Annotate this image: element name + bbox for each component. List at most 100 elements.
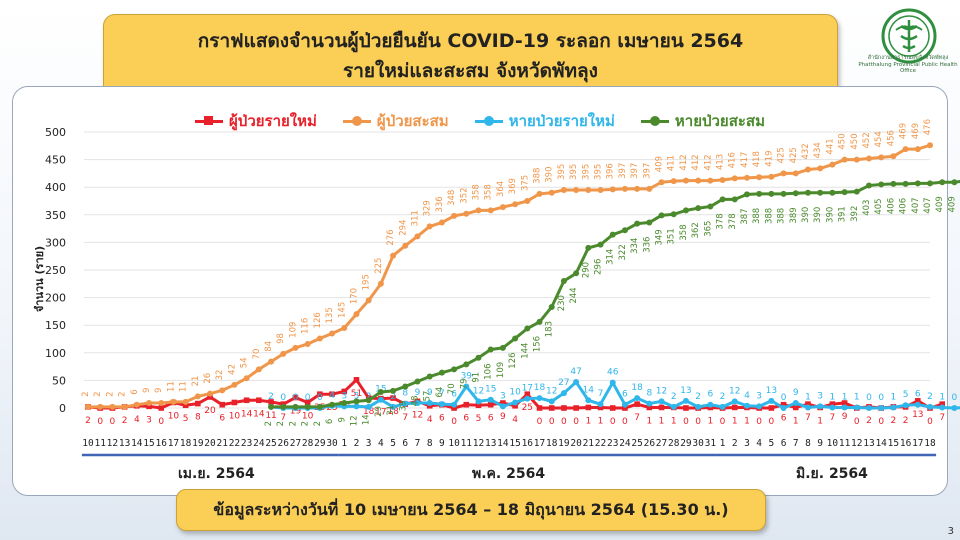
- x-tick-label: 3: [366, 438, 372, 449]
- legend-new-cases-label: ผู้ป่วยรายใหม่: [229, 112, 317, 130]
- cumulative_recovered-point: [634, 220, 641, 227]
- cumulative_cases-data-label: 396: [606, 163, 616, 179]
- cumulative_cases-data-label: 358: [484, 184, 494, 200]
- cumulative_recovered-data-label: 12: [349, 415, 359, 426]
- cumulative_cases-point: [97, 403, 104, 410]
- new_cases-point: [829, 401, 836, 407]
- new_recovered-point: [682, 397, 689, 404]
- new_cases-point: [500, 400, 506, 406]
- x-tick-label: 18: [180, 438, 192, 449]
- new_recovered-data-label: 3: [500, 391, 506, 401]
- cumulative_recovered-data-label: 358: [679, 224, 689, 240]
- new_recovered-data-label: 8: [646, 389, 652, 399]
- new_recovered-point: [560, 390, 567, 397]
- new_recovered-data-label: 9: [427, 388, 433, 398]
- cumulative_cases-point: [658, 179, 665, 186]
- new_cases-data-label: 1: [659, 416, 665, 426]
- cumulative_cases-data-label: 419: [764, 150, 774, 166]
- cumulative_recovered-data-label: 322: [618, 244, 628, 260]
- cumulative_recovered-point: [353, 398, 360, 405]
- cumulative_recovered-data-label: 64: [435, 387, 445, 398]
- new_recovered-data-label: 3: [756, 391, 762, 401]
- cumulative_cases-data-label: 70: [252, 349, 262, 360]
- cumulative_recovered-point: [499, 344, 506, 351]
- cumulative_cases-data-label: 432: [801, 143, 811, 159]
- cumulative_recovered-data-label: 378: [728, 213, 738, 229]
- cumulative_cases-point: [121, 403, 128, 410]
- new_cases-point: [158, 405, 165, 411]
- cumulative_cases-data-label: 135: [325, 307, 335, 323]
- cumulative_recovered-data-label: 106: [484, 363, 494, 379]
- x-tick-label: 13: [485, 438, 496, 449]
- x-tick-label: 11: [839, 438, 851, 449]
- new_cases-point: [792, 404, 799, 411]
- new_recovered-data-label: 2: [268, 392, 274, 402]
- cumulative_recovered-data-label: 31: [386, 405, 396, 416]
- x-tick-label: 11: [94, 438, 106, 449]
- new_cases-point: [329, 391, 335, 397]
- new_cases-point: [561, 405, 567, 411]
- cumulative_cases-data-label: 409: [655, 156, 665, 172]
- new_recovered-data-label: 0: [293, 393, 299, 403]
- cumulative_cases-point: [109, 403, 116, 410]
- new_cases-data-label: 0: [451, 417, 457, 427]
- new_cases-data-label: 10: [168, 411, 180, 421]
- new_recovered-data-label: 2: [720, 392, 726, 402]
- cumulative_recovered-data-label: 156: [533, 336, 543, 352]
- cumulative_cases-point: [231, 381, 238, 388]
- cumulative_cases-data-label: 116: [301, 318, 311, 334]
- x-tick-label: 2: [732, 438, 738, 449]
- cumulative_cases-point: [621, 185, 628, 192]
- cumulative_recovered-point: [316, 403, 323, 410]
- moph-logo-icon: [881, 8, 937, 64]
- new_recovered-point: [414, 400, 421, 407]
- new_recovered-data-label: 12: [546, 386, 557, 396]
- new_recovered-data-label: 39: [461, 371, 473, 381]
- new_recovered-data-label: 7: [598, 389, 604, 399]
- cumulative_recovered-data-label: 390: [801, 207, 811, 223]
- cumulative_recovered-point: [731, 196, 738, 203]
- cumulative_cases-data-label: 397: [618, 163, 628, 179]
- new_recovered-point: [353, 403, 360, 410]
- new_cases-point: [524, 391, 531, 397]
- cumulative_cases-data-label: 395: [569, 164, 579, 180]
- cumulative_recovered-point: [804, 189, 811, 196]
- cumulative_cases-data-label: 416: [728, 152, 738, 168]
- cumulative_cases-data-label: 225: [374, 258, 384, 274]
- new_recovered-data-label: 0: [280, 393, 286, 403]
- new_cases-data-label: 18: [363, 407, 375, 417]
- cumulative_recovered-data-label: 405: [874, 198, 884, 214]
- new_cases-data-label: 11: [265, 411, 276, 421]
- new_recovered-point: [438, 401, 445, 408]
- new_recovered-point: [890, 404, 897, 411]
- cumulative_recovered-point: [768, 190, 775, 197]
- new_recovered-data-label: 4: [329, 391, 335, 401]
- cumulative_cases-data-label: 452: [862, 132, 872, 148]
- x-tick-label: 15: [509, 438, 520, 449]
- new_recovered-point: [548, 398, 555, 405]
- x-tick-label: 22: [595, 438, 606, 449]
- new_cases-data-label: 0: [549, 417, 555, 427]
- new_cases-data-label: 6: [463, 414, 469, 424]
- x-tick-label: 20: [570, 438, 582, 449]
- new_cases-data-label: 0: [622, 417, 628, 427]
- new_cases-data-label: 5: [183, 414, 189, 424]
- new_recovered-data-label: 17: [522, 384, 533, 394]
- cumulative_recovered-point: [414, 378, 421, 385]
- new_recovered-point: [524, 395, 531, 402]
- cumulative_recovered-point: [695, 205, 702, 212]
- new_cases-data-label: 1: [744, 416, 750, 426]
- cumulative_cases-point: [377, 280, 384, 287]
- new_cases-data-label: 10: [229, 411, 241, 421]
- new_cases-data-label: 0: [768, 417, 774, 427]
- legend-cumulative-cases-swatch-icon: [342, 115, 371, 127]
- cumulative_recovered-data-label: 334: [630, 238, 640, 254]
- cumulative_cases-point: [878, 154, 885, 161]
- x-tick-label: 10: [82, 438, 94, 449]
- new_recovered-data-label: 1: [854, 392, 860, 402]
- cumulative_recovered-point: [878, 181, 885, 188]
- new_cases-data-label: 19: [290, 407, 302, 417]
- cumulative_recovered-point: [280, 403, 287, 410]
- cumulative_cases-data-label: 145: [337, 302, 347, 318]
- x-tick-label: 19: [192, 438, 204, 449]
